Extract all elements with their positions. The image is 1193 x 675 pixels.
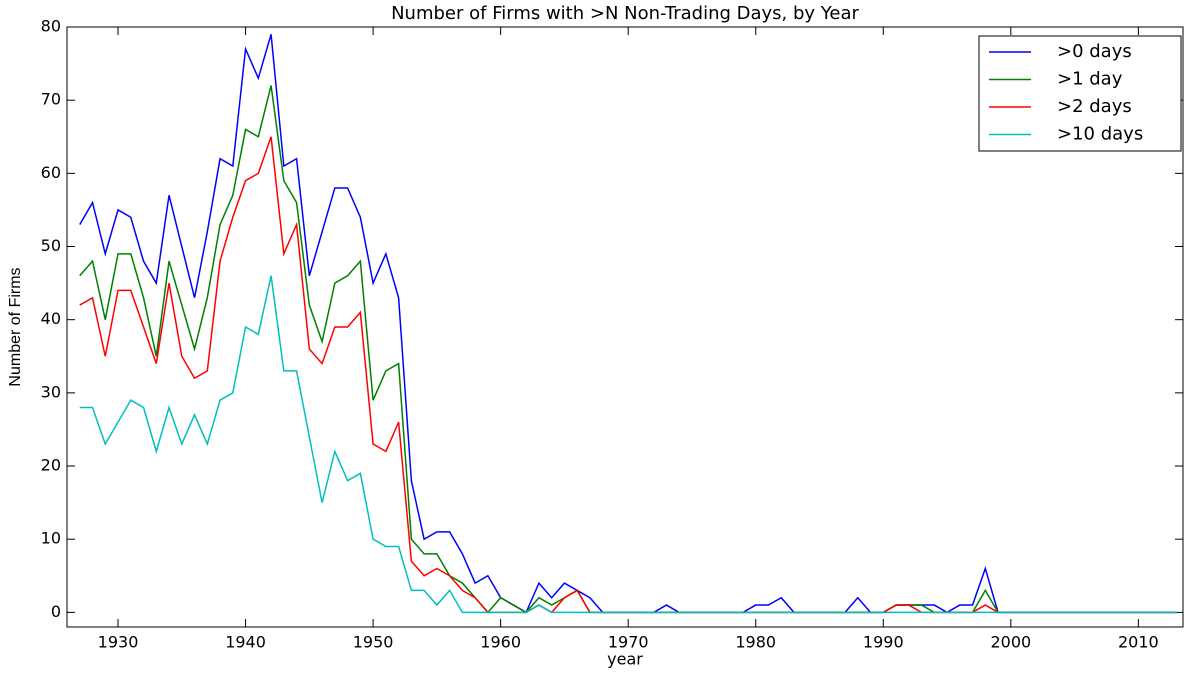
y-tick-label: 80 <box>41 17 61 36</box>
x-tick-label: 1940 <box>225 633 266 652</box>
x-axis-label: year <box>607 650 643 669</box>
legend-label: >1 day <box>1057 69 1123 90</box>
y-tick-label: 40 <box>41 309 61 328</box>
y-tick-label: 10 <box>41 529 61 548</box>
x-tick-label: 2010 <box>1118 633 1159 652</box>
y-tick-label: 50 <box>41 236 61 255</box>
x-tick-label: 1970 <box>608 633 649 652</box>
series-line <box>79 85 1177 614</box>
plot-frame <box>66 26 1184 628</box>
y-tick-label: 60 <box>41 163 61 182</box>
x-tick-label: 1950 <box>353 633 394 652</box>
x-tick-label: 1990 <box>863 633 904 652</box>
y-tick-label: 70 <box>41 90 61 109</box>
legend-label: >0 days <box>1057 41 1132 62</box>
y-tick-label: 20 <box>41 456 61 475</box>
legend-label: >2 days <box>1057 96 1132 117</box>
series-line <box>79 136 1177 614</box>
y-axis-label: Number of Firms <box>7 267 24 386</box>
series-line <box>79 275 1177 614</box>
x-tick-label: 1960 <box>480 633 521 652</box>
y-tick-label: 30 <box>41 382 61 401</box>
legend-label: >10 days <box>1057 124 1143 145</box>
legend-box <box>978 35 1182 152</box>
chart-title: Number of Firms with >N Non-Trading Days… <box>391 3 859 24</box>
y-tick-label: 0 <box>51 602 61 621</box>
x-tick-label: 1980 <box>735 633 776 652</box>
x-tick-label: 1930 <box>98 633 139 652</box>
x-tick-label: 2000 <box>990 633 1031 652</box>
